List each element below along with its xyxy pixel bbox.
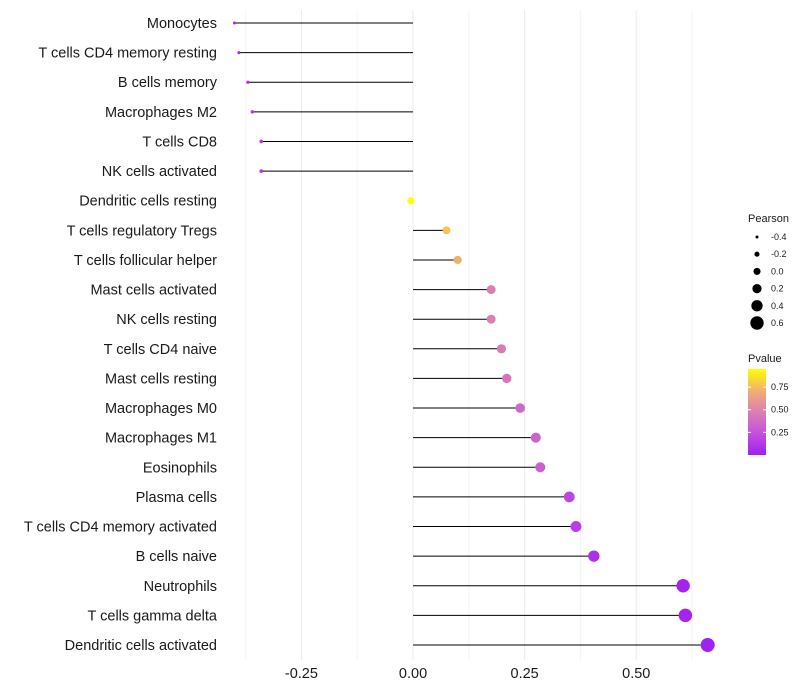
category-label: T cells regulatory Tregs	[67, 223, 217, 239]
color-legend-title: Pvalue	[748, 353, 782, 365]
pearson-size-legend: Pearson -0.4 -0.2 0.0 0.2 0.4 0.6	[748, 213, 789, 330]
size-legend-dot	[755, 235, 759, 239]
category-label: T cells follicular helper	[74, 253, 217, 269]
lollipop-dot	[237, 51, 241, 55]
size-legend-dot	[753, 267, 761, 275]
size-legend-dot	[751, 300, 763, 312]
lollipop-dot	[250, 110, 255, 114]
pvalue-colorbar	[748, 369, 766, 455]
color-legend-label: 0.50	[771, 405, 789, 415]
lollipop-dot	[259, 139, 264, 144]
x-tick-label: 0.50	[622, 666, 650, 682]
category-label: Eosinophils	[143, 460, 217, 476]
x-tick-label: -0.25	[285, 666, 318, 682]
size-legend-label: 0.4	[771, 301, 784, 311]
lollipop-dot	[678, 608, 693, 623]
category-label: NK cells resting	[116, 312, 217, 328]
category-label: Dendritic cells activated	[65, 638, 217, 654]
category-label: T cells CD8	[142, 134, 217, 150]
lollipop-dot	[502, 373, 512, 384]
color-legend-label: 0.75	[771, 382, 789, 392]
size-legend-title: Pearson	[748, 213, 789, 225]
color-legend-label: 0.25	[771, 427, 789, 437]
category-label: Macrophages M2	[105, 105, 217, 121]
category-label: T cells CD4 memory resting	[38, 46, 217, 62]
x-tick-label: 0.25	[511, 666, 539, 682]
lollipop-dots	[232, 21, 715, 652]
category-label: Monocytes	[147, 16, 217, 32]
category-label: Neutrophils	[144, 579, 217, 595]
lollipop-dot	[570, 521, 582, 532]
lollipop-dot	[246, 80, 250, 84]
size-legend-dot	[752, 283, 762, 294]
lollipop-dot	[700, 638, 715, 652]
lollipop-dot	[530, 432, 541, 443]
size-legend-label: -0.2	[771, 249, 787, 259]
size-legend-label: 0.2	[771, 284, 784, 294]
category-label: Dendritic cells resting	[79, 194, 217, 210]
category-label: NK cells activated	[102, 164, 217, 180]
category-label: Mast cells resting	[105, 371, 217, 387]
lollipop-dot	[588, 550, 600, 562]
category-label: T cells gamma delta	[88, 608, 218, 624]
category-label: Macrophages M1	[105, 431, 217, 447]
lollipop-dot	[232, 21, 236, 25]
size-legend-dot	[754, 251, 760, 257]
category-label: T cells CD4 naive	[104, 342, 217, 358]
x-axis-tick-labels: -0.25 0.00 0.25 0.50	[285, 666, 650, 682]
lollipop-dot	[442, 226, 451, 235]
category-label: B cells naive	[136, 549, 217, 565]
lollipop-stems	[234, 22, 708, 646]
lollipop-dot	[535, 462, 546, 473]
lollipop-dot	[496, 344, 507, 354]
lollipop-dot	[453, 255, 462, 265]
lollipop-dot	[407, 197, 415, 205]
size-legend-label: -0.4	[771, 232, 787, 242]
size-legend-label: 0.0	[771, 266, 784, 276]
category-label: T cells CD4 memory activated	[24, 520, 217, 536]
size-legend-dot	[750, 316, 764, 330]
category-labels: Monocytes T cells CD4 memory resting B cel…	[24, 16, 218, 654]
lollipop-dot	[563, 491, 575, 503]
category-label: B cells memory	[118, 75, 218, 91]
size-legend-label: 0.6	[771, 318, 784, 328]
gridlines	[245, 10, 693, 660]
lollipop-dot	[486, 285, 496, 295]
lollipop-dot	[676, 579, 690, 593]
category-label: Plasma cells	[136, 490, 217, 506]
lollipop-dot	[486, 314, 496, 324]
lollipop-dot	[259, 169, 264, 173]
x-tick-label: 0.00	[399, 666, 427, 682]
pvalue-color-legend: Pvalue 0.25 0.50 0.75	[748, 353, 789, 455]
category-label: Mast cells activated	[90, 283, 217, 299]
lollipop-dot	[515, 403, 525, 413]
category-label: Macrophages M0	[105, 401, 217, 417]
